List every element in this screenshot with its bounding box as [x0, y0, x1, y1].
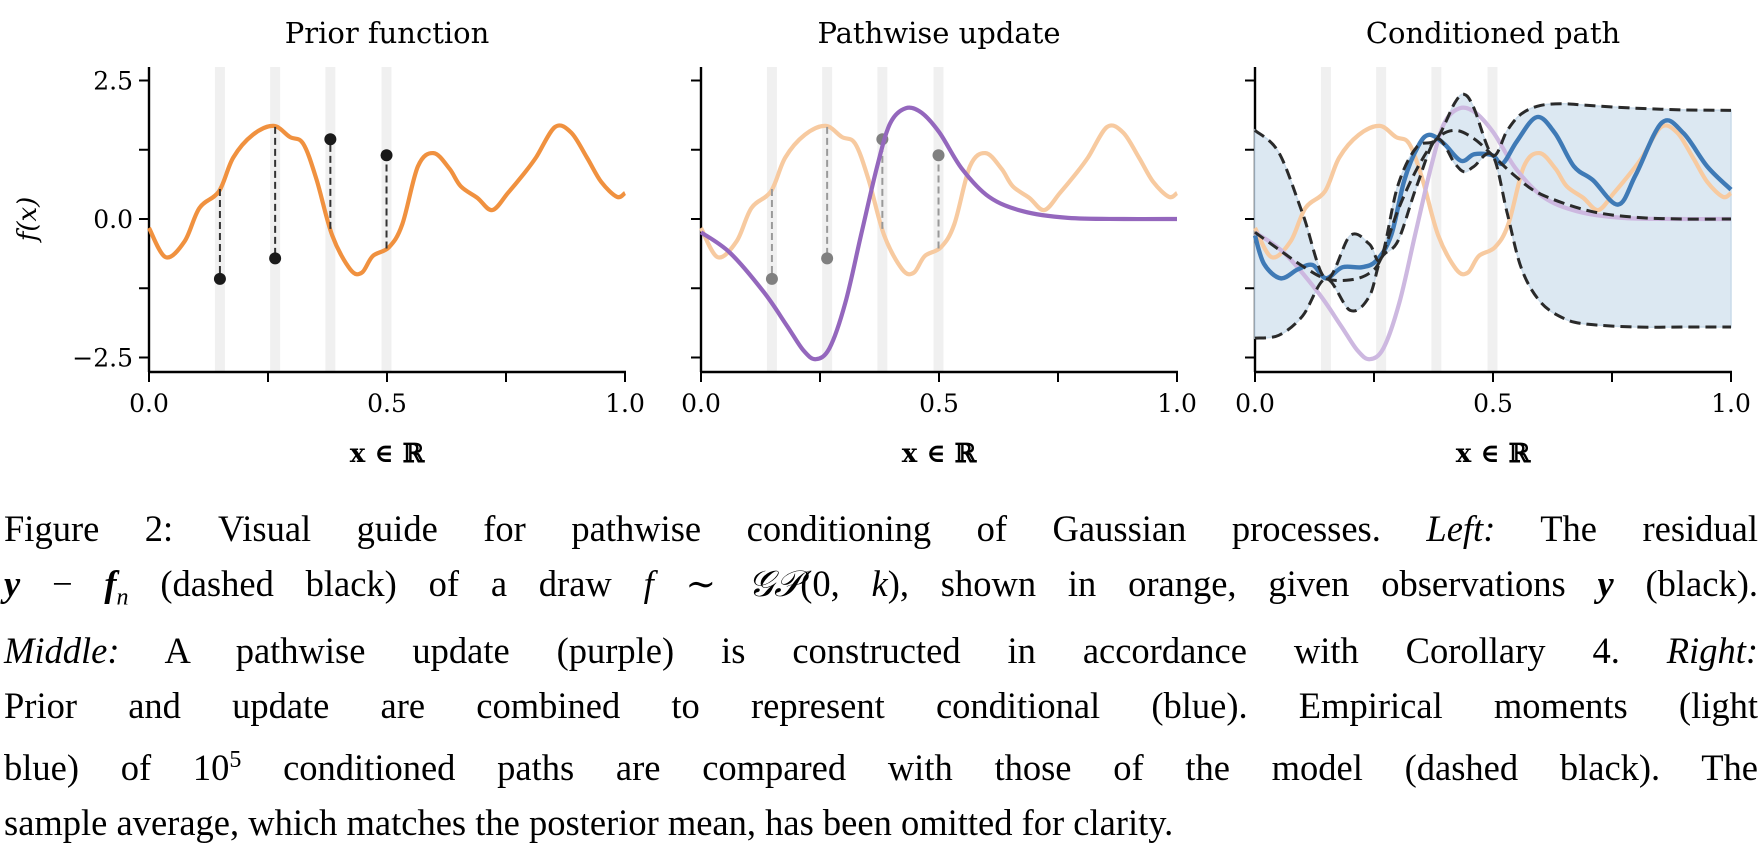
caption-text: Left: — [1426, 508, 1496, 549]
caption-text: ), shown in orange, given observations — [887, 562, 1598, 604]
observation-band — [1431, 67, 1442, 372]
x-tick-label: 0.5 — [1473, 389, 1513, 418]
y-axis-label: f(x) — [13, 197, 43, 244]
observation-point — [380, 149, 393, 162]
panel-2: Pathwise update 0.0 0.5 1.0 x ∈ ℝ — [681, 16, 1197, 469]
caption-line: sample average, which matches the poster… — [4, 796, 1758, 850]
caption-text: (dashed black) of a draw — [128, 562, 644, 604]
model-lower-dashed-line — [1254, 137, 1731, 340]
x-tick-label: 0.0 — [681, 389, 721, 418]
y-tick-label: 2.5 — [93, 67, 133, 96]
caption-text: y — [4, 562, 21, 604]
figure-caption: Figure 2: Visual guide for pathwise cond… — [4, 502, 1758, 850]
caption-text: conditioned paths are compared with thos… — [241, 747, 1758, 789]
x-tick-label: 0.5 — [919, 389, 959, 418]
observation-band — [1320, 67, 1331, 372]
caption-text: 𝒢𝒫 — [747, 562, 801, 604]
model-upper-dashed-line — [1253, 92, 1732, 281]
pathwise-update-faded-line — [1253, 105, 1732, 362]
x-axis-label: x ∈ ℝ — [902, 439, 978, 469]
caption-text: A pathwise update (purple) is constructe… — [119, 630, 1667, 672]
caption-text: 5 — [229, 747, 242, 774]
caption-text: The residual — [1495, 508, 1759, 549]
observation-point — [932, 149, 945, 162]
caption-line: Prior and update are combined to represe… — [4, 679, 1758, 734]
panel-1: Prior function 2.5 0.0 −2.5 0.0 0.5 1.0 x ∈ ℝ f(… — [13, 16, 645, 469]
caption-line: blue) of 105 conditioned paths are compa… — [4, 733, 1758, 796]
pathwise-update-line — [699, 105, 1178, 362]
caption-text: Prior and update are combined to represe… — [4, 684, 1758, 726]
x-tick-label: 0.5 — [367, 389, 407, 418]
y-tick-label: 0.0 — [93, 205, 133, 234]
observation-band — [1487, 67, 1498, 372]
caption-text: ∼ — [653, 562, 748, 604]
x-tick-label: 1.0 — [1711, 389, 1751, 418]
panel-3: Conditioned path 0.0 0.5 1.0 x ∈ ℝ — [1235, 16, 1751, 469]
x-tick-label: 1.0 — [605, 389, 645, 418]
caption-text: Figure 2: Visual guide for pathwise cond… — [4, 508, 1427, 549]
x-axis-label: x ∈ ℝ — [350, 439, 426, 469]
x-tick-label: 0.0 — [1235, 389, 1275, 418]
observation-point — [269, 252, 282, 265]
panel-title: Prior function — [285, 16, 490, 50]
caption-text: sample average, which matches the poster… — [4, 801, 1174, 843]
observation-point — [213, 272, 226, 285]
observation-band — [1376, 67, 1387, 372]
observation-band — [381, 67, 392, 372]
x-tick-label: 1.0 — [1157, 389, 1197, 418]
caption-text: f — [643, 562, 654, 604]
caption-text: blue) of 10 — [4, 747, 230, 789]
panel-title: Pathwise update — [817, 16, 1060, 50]
observation-band — [214, 67, 225, 372]
caption-text: Right: — [1666, 630, 1758, 672]
observation-band — [325, 67, 336, 372]
panel-title: Conditioned path — [1366, 16, 1620, 50]
prior-draw-faded-line — [699, 123, 1179, 277]
caption-text: (0, — [800, 562, 872, 604]
observation-point — [765, 272, 778, 285]
caption-line: Middle: A pathwise update (purple) is co… — [4, 624, 1758, 679]
caption-line: Figure 2: Visual guide for pathwise cond… — [4, 502, 1758, 557]
observation-band — [933, 67, 944, 372]
observation-band — [766, 67, 777, 372]
caption-text: n — [116, 583, 129, 610]
caption-text: − — [20, 562, 105, 604]
x-axis-label: x ∈ ℝ — [1456, 439, 1532, 469]
caption-text: y — [1597, 562, 1614, 604]
y-tick-label: −2.5 — [72, 344, 133, 373]
caption-line: y − fn (dashed black) of a draw f ∼ 𝒢𝒫(0… — [4, 557, 1758, 625]
caption-text: f — [104, 562, 117, 604]
figure-panels: Prior function 2.5 0.0 −2.5 0.0 0.5 1.0 x ∈ ℝ f(… — [13, 16, 1751, 469]
observation-point — [821, 252, 834, 265]
caption-text: (black). — [1613, 562, 1758, 604]
caption-text: Middle: — [4, 630, 120, 672]
caption-text: k — [871, 562, 888, 604]
observation-point — [324, 133, 337, 146]
model-mean-dashed-line — [1254, 128, 1732, 283]
prior-draw-line — [147, 123, 627, 277]
x-tick-label: 0.0 — [129, 389, 169, 418]
observation-band — [877, 67, 888, 372]
